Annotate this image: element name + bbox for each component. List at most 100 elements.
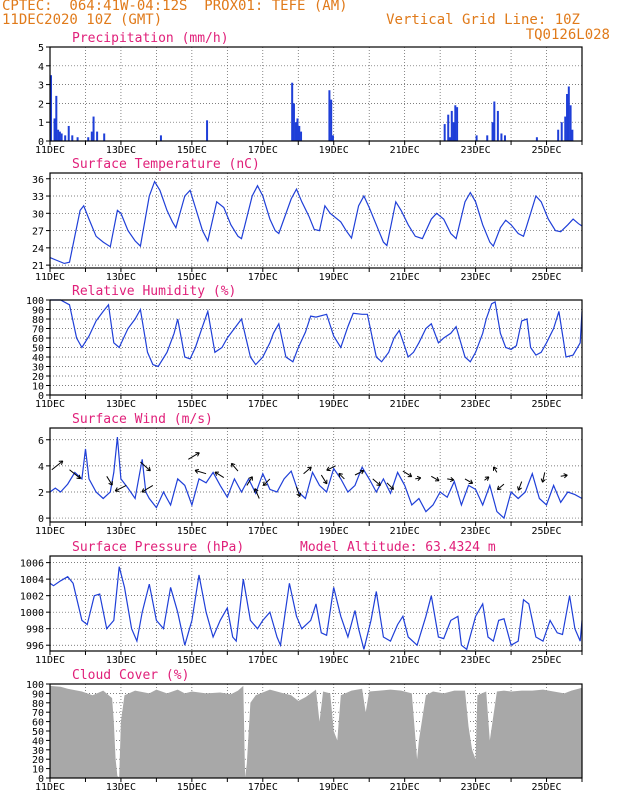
wind-vector-head: [253, 488, 259, 493]
cloud-xtick-label: 19DEC: [319, 782, 349, 793]
temp-xtick-label: 13DEC: [106, 272, 136, 283]
rh-xtick-label: 23DEC: [461, 399, 491, 410]
precip-bar: [569, 105, 572, 141]
wind-vector: [246, 476, 253, 486]
wind-vector: [354, 470, 365, 476]
precip-xtick-label: 19DEC: [319, 145, 349, 156]
precip-ytick-label: 4: [38, 62, 44, 73]
cloud-xtick-label: 21DEC: [390, 782, 420, 793]
cloud-xtick-label: 15DEC: [177, 782, 207, 793]
wind-vector-head: [376, 481, 381, 487]
cloud-ytick-label: 100: [26, 680, 44, 691]
wind-vector-head: [322, 479, 328, 485]
wind-vector-head: [248, 476, 253, 481]
cloud-xtick-label: 23DEC: [461, 782, 491, 793]
precip-bar: [486, 135, 489, 141]
cloud-xtick-label: 25DEC: [531, 782, 561, 793]
precip-bar: [447, 114, 450, 141]
wind-vector: [386, 482, 394, 490]
precip-bar: [60, 133, 63, 141]
temp-line: [49, 180, 583, 265]
temp-xtick-label: 23DEC: [461, 272, 491, 283]
wind-vector: [141, 485, 154, 493]
wind-vector: [517, 481, 523, 491]
precip-bar: [443, 124, 446, 141]
wind-line: [49, 437, 583, 520]
precip-bar: [298, 125, 301, 141]
wind-ytick-label: 0: [38, 514, 44, 525]
wind-ytick-label: 4: [38, 462, 44, 473]
precip-bar: [571, 129, 574, 141]
wind-xtick-label: 17DEC: [248, 526, 278, 537]
press-xtick-label: 17DEC: [248, 655, 278, 666]
wind-vector: [303, 466, 312, 475]
rh-line: [50, 299, 583, 368]
rh-xtick-label: 11DEC: [35, 399, 65, 410]
wind-vector: [115, 484, 127, 492]
header-station: CPTEC: 064:41W-04:12S PROX01: TEFE (AM): [2, 0, 348, 14]
precip-bar: [496, 110, 499, 141]
wind-vector-head: [194, 468, 200, 474]
wind-vector-head: [307, 466, 312, 472]
precip-bar: [456, 107, 459, 141]
wind-vector: [415, 477, 421, 480]
precip-bar: [159, 135, 162, 141]
precip-bar: [450, 110, 453, 141]
wind-vector-head: [214, 471, 219, 476]
precip-bar: [67, 125, 70, 141]
wind-vector-head: [262, 481, 268, 487]
press-line: [49, 566, 583, 651]
precip-bar: [557, 129, 560, 141]
precip-xtick-label: 17DEC: [248, 145, 278, 156]
wind-vector: [296, 486, 301, 497]
rh-ytick-label: 50: [32, 344, 44, 355]
wind-xtick-label: 23DEC: [461, 526, 491, 537]
rh-xtick-label: 17DEC: [248, 399, 278, 410]
wind-vector-head: [496, 485, 502, 491]
wind-vector: [262, 478, 271, 486]
wind-vector: [447, 478, 454, 481]
press-xtick-label: 13DEC: [106, 655, 136, 666]
rh-ytick-label: 30: [32, 363, 44, 374]
temp-xtick-label: 11DEC: [35, 272, 65, 283]
wind-vector: [326, 465, 336, 471]
cloud-area: [50, 685, 582, 778]
wind-vector: [431, 475, 440, 482]
press-ytick-label: 1000: [20, 608, 44, 619]
cloud-ytick-label: 30: [32, 746, 44, 757]
wind-vector: [106, 476, 113, 486]
precip-bar: [475, 135, 478, 141]
precip-xtick-label: 25DEC: [531, 145, 561, 156]
precip-xtick-label: 15DEC: [177, 145, 207, 156]
wind-xtick-label: 19DEC: [319, 526, 349, 537]
wind-vector-head: [492, 466, 498, 471]
temp-ytick-label: 33: [32, 192, 44, 203]
precip-bar: [500, 133, 503, 141]
wind-vector-head: [76, 474, 81, 480]
cloud-title: Cloud Cover (%): [72, 668, 189, 683]
precip-bar: [50, 75, 52, 141]
press-xtick-label: 15DEC: [177, 655, 207, 666]
temp-ytick-label: 21: [32, 261, 44, 272]
precip-ytick-label: 0: [38, 137, 44, 148]
rh-ytick-label: 0: [38, 391, 44, 402]
precip-bar: [58, 131, 61, 141]
cloud-xtick-label: 17DEC: [248, 782, 278, 793]
precip-bar: [53, 118, 56, 141]
wind-vector-head: [58, 460, 64, 465]
wind-vector-head: [407, 472, 413, 478]
temp-title: Surface Temperature (nC): [72, 157, 260, 172]
precip-bar: [449, 137, 451, 141]
precip-bar: [560, 122, 563, 141]
wind-xtick-label: 21DEC: [390, 526, 420, 537]
rh-ytick-label: 100: [26, 296, 44, 307]
precip-xtick-label: 11DEC: [35, 145, 65, 156]
temp-xtick-label: 25DEC: [531, 272, 561, 283]
temp-xtick-label: 19DEC: [319, 272, 349, 283]
precip-title: Precipitation (mm/h): [72, 31, 229, 46]
precip-bar: [64, 135, 67, 141]
precip-bar: [90, 131, 93, 141]
temp-ytick-label: 30: [32, 209, 44, 220]
wind-vector: [214, 471, 225, 479]
precip-bar: [567, 86, 570, 141]
